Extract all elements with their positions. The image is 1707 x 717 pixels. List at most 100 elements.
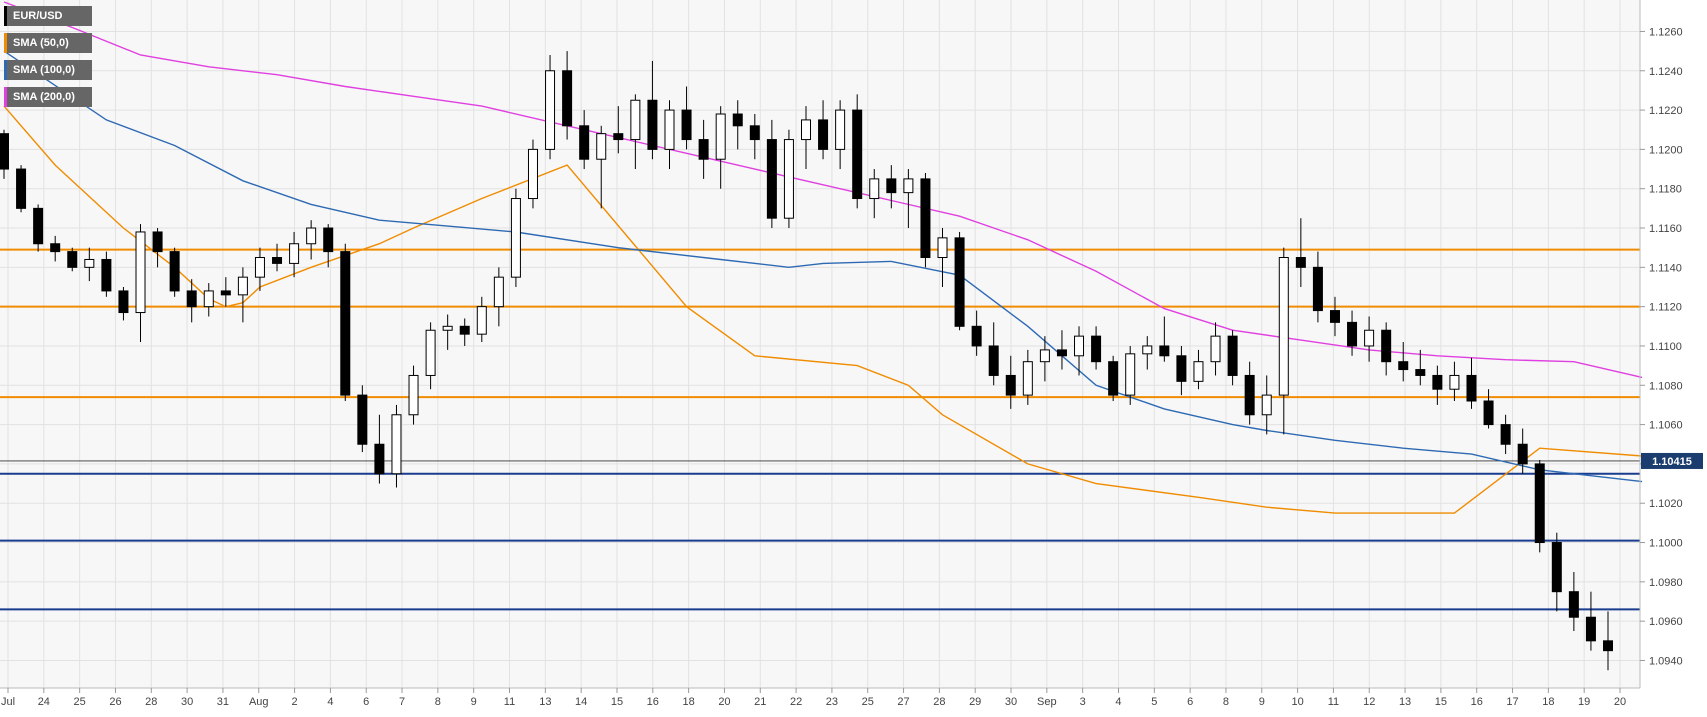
candle xyxy=(254,247,265,291)
candle xyxy=(596,125,607,209)
candle xyxy=(135,224,146,343)
y-tick-label: 1.1180 xyxy=(1649,184,1682,196)
candle-body-down xyxy=(886,178,897,194)
x-tick-label: 26 xyxy=(109,696,121,708)
candle xyxy=(954,231,965,331)
x-tick-label: 15 xyxy=(1435,696,1447,708)
candle xyxy=(1091,326,1102,370)
candlesticks xyxy=(0,51,1613,671)
legend-item-sma-100[interactable]: SMA (100,0) xyxy=(4,60,92,80)
candle xyxy=(1022,349,1033,405)
legend-label-eurusd: EUR/USD xyxy=(13,10,63,22)
candle xyxy=(664,100,675,170)
candle-body-up xyxy=(1039,349,1050,363)
x-tick-label: 8 xyxy=(435,696,441,708)
candle xyxy=(818,100,829,160)
legend-swatch-sma-50 xyxy=(4,33,7,53)
candle-body-down xyxy=(169,251,180,292)
plot-background xyxy=(0,0,1640,688)
candle-body-down xyxy=(647,99,658,150)
y-tick-label: 1.1220 xyxy=(1649,105,1683,117)
candle xyxy=(459,318,470,346)
candle-body-down xyxy=(16,168,27,209)
candle xyxy=(1074,326,1085,376)
x-tick-label: 10 xyxy=(1291,696,1303,708)
candle-body-down xyxy=(732,113,743,127)
candle-body-down xyxy=(1005,374,1016,396)
candle-body-down xyxy=(220,290,231,296)
candle xyxy=(1449,361,1460,402)
candle-body-down xyxy=(1415,369,1426,376)
y-tick-label: 1.1140 xyxy=(1649,262,1682,274)
candle-body-up xyxy=(1022,361,1033,396)
candle xyxy=(613,106,624,154)
candle-body-up xyxy=(425,329,436,376)
candle xyxy=(1193,349,1204,390)
candle-body-down xyxy=(1517,443,1528,465)
x-tick-label: 28 xyxy=(933,696,945,708)
candle xyxy=(425,322,436,390)
candle xyxy=(886,165,897,209)
candle-body-down xyxy=(1381,329,1392,363)
candle-body-down xyxy=(1500,424,1511,445)
x-tick-label: 23 xyxy=(826,696,838,708)
x-tick-label: 25 xyxy=(74,696,86,708)
candle-body-up xyxy=(203,290,214,308)
candle-body-up xyxy=(442,325,453,331)
candle xyxy=(50,235,61,262)
candle xyxy=(1603,611,1613,671)
candle xyxy=(1039,336,1050,382)
legend: EUR/USD SMA (50,0) SMA (100,0) SMA (200,… xyxy=(4,6,92,114)
y-axis: 1.09401.09601.09801.10001.10201.10401.10… xyxy=(1639,0,1683,688)
candle xyxy=(698,119,709,179)
candle xyxy=(33,204,44,252)
candle-body-down xyxy=(152,231,163,253)
candle xyxy=(186,279,197,323)
candle xyxy=(1295,218,1306,287)
candle xyxy=(647,60,658,160)
x-tick-label: Aug xyxy=(249,696,269,708)
candle xyxy=(374,414,385,484)
candle-body-up xyxy=(1364,329,1375,347)
candle xyxy=(1176,345,1187,396)
x-tick-label: 24 xyxy=(38,696,50,708)
candle xyxy=(1500,414,1511,455)
candle-body-down xyxy=(1244,374,1255,416)
legend-item-sma-200[interactable]: SMA (200,0) xyxy=(4,87,92,107)
x-tick-label: 13 xyxy=(539,696,551,708)
candle xyxy=(1415,349,1426,386)
x-tick-label: 2 xyxy=(292,696,298,708)
candle xyxy=(869,169,880,219)
candle xyxy=(630,94,641,170)
x-tick-label: 16 xyxy=(1471,696,1483,708)
candle-body-up xyxy=(1125,353,1136,396)
x-tick-label: 30 xyxy=(1005,696,1017,708)
candle xyxy=(391,404,402,488)
candle xyxy=(289,231,300,278)
y-tick-label: 1.1120 xyxy=(1649,302,1682,314)
legend-swatch-sma-200 xyxy=(4,87,7,107)
candle-body-up xyxy=(1142,345,1153,355)
candle xyxy=(1568,572,1579,631)
x-tick-label: 17 xyxy=(1506,696,1518,708)
candle-body-down xyxy=(1568,591,1579,618)
candle xyxy=(340,243,351,402)
candle xyxy=(118,286,129,321)
legend-item-sma-50[interactable]: SMA (50,0) xyxy=(4,33,92,53)
x-tick-label: 18 xyxy=(682,696,694,708)
candle-body-down xyxy=(33,207,44,245)
sma-100-line xyxy=(3,50,1643,483)
candle-body-down xyxy=(1483,400,1494,426)
candle xyxy=(1329,296,1340,337)
support-resistance-lines xyxy=(0,248,1640,611)
x-tick-label: 13 xyxy=(1399,696,1411,708)
candle xyxy=(801,106,811,170)
y-tick-label: 1.1160 xyxy=(1649,223,1682,235)
candle-body-up xyxy=(545,70,556,150)
x-tick-label: 11 xyxy=(1328,696,1339,708)
candle xyxy=(1381,322,1392,376)
x-tick-label: 9 xyxy=(1259,696,1265,708)
x-tick-label: 27 xyxy=(897,696,909,708)
legend-item-eurusd[interactable]: EUR/USD xyxy=(4,6,92,26)
